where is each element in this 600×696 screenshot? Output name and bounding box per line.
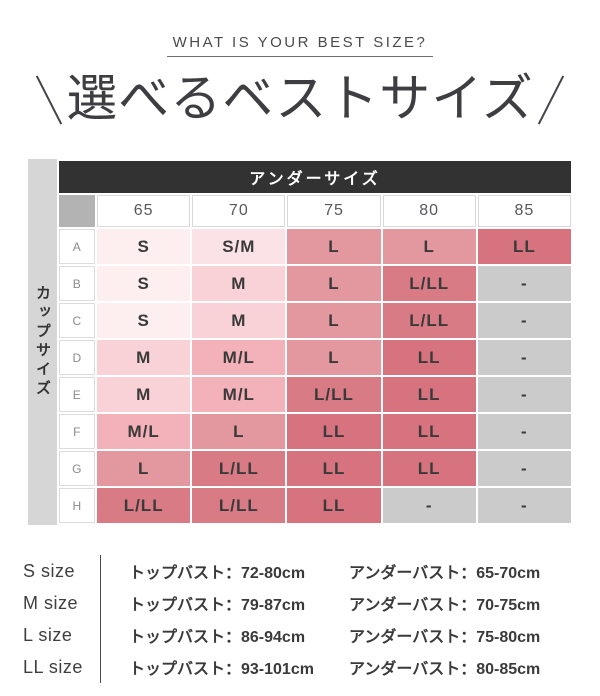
under-size-header-row: アンダーサイズ bbox=[59, 161, 571, 193]
size-cell: - bbox=[477, 303, 571, 338]
legend-row-ll: LL size トップバスト：93-101cm アンダーバスト：80-85cm bbox=[23, 651, 600, 683]
under-size-header: アンダーサイズ bbox=[59, 161, 571, 193]
size-cell: M/L bbox=[192, 377, 286, 412]
legend-top-bust: トップバスト：79-87cm bbox=[129, 597, 306, 614]
size-cell: - bbox=[477, 451, 571, 486]
table-row-h: H L/LL L/LL LL - - bbox=[59, 488, 571, 523]
size-cell: L/LL bbox=[382, 303, 476, 338]
table-row-f: F M/L L LL LL - bbox=[59, 414, 571, 449]
under-size-column-75: 75 bbox=[287, 195, 381, 227]
size-cell: L/LL bbox=[287, 377, 381, 412]
cup-row-label: F bbox=[59, 414, 96, 449]
cup-row-label: C bbox=[59, 303, 96, 338]
cup-size-axis-label: カップサイズ bbox=[34, 285, 51, 399]
legend-size-label: S size bbox=[23, 560, 76, 581]
size-cell: LL bbox=[382, 414, 476, 449]
cup-row-label: H bbox=[59, 488, 96, 523]
cup-row-label: E bbox=[59, 377, 96, 412]
table-row-e: E M M/L L/LL LL - bbox=[59, 377, 571, 412]
cup-row-label: G bbox=[59, 451, 96, 486]
legend-row-m: M size トップバスト：79-87cm アンダーバスト：70-75cm bbox=[23, 587, 600, 619]
size-cell: L bbox=[97, 451, 191, 486]
size-legend: S size トップバスト：72-80cm アンダーバスト：65-70cm M … bbox=[23, 555, 600, 683]
size-cell: - bbox=[477, 414, 571, 449]
size-cell: M/L bbox=[192, 340, 286, 375]
size-cell: LL bbox=[287, 414, 381, 449]
page-title-row: 選べるベストサイズ bbox=[0, 67, 600, 133]
eyebrow-heading-wrap: WHAT IS YOUR BEST SIZE? bbox=[0, 0, 600, 57]
table-row-c: C S M L L/LL - bbox=[59, 303, 571, 338]
eyebrow-heading: WHAT IS YOUR BEST SIZE? bbox=[166, 34, 434, 57]
legend-size-label: L size bbox=[23, 624, 73, 645]
size-cell: - bbox=[477, 377, 571, 412]
legend-size-label: M size bbox=[23, 592, 79, 613]
legend-under-bust: アンダーバスト：75-80cm bbox=[349, 629, 541, 646]
size-cell: LL bbox=[382, 377, 476, 412]
size-cell: M bbox=[192, 266, 286, 301]
page-title: 選べるベストサイズ bbox=[66, 71, 534, 128]
size-cell: LL bbox=[477, 229, 571, 264]
size-cell: L/LL bbox=[97, 488, 191, 523]
legend-detail: トップバスト：79-87cm アンダーバスト：70-75cm bbox=[100, 587, 540, 619]
size-cell: L/LL bbox=[192, 488, 286, 523]
legend-row-l: L size トップバスト：86-94cm アンダーバスト：75-80cm bbox=[23, 619, 600, 651]
legend-detail: トップバスト：72-80cm アンダーバスト：65-70cm bbox=[100, 555, 540, 587]
corner-cell bbox=[59, 195, 96, 227]
size-cell: - bbox=[477, 266, 571, 301]
size-cell: - bbox=[382, 488, 476, 523]
under-size-column-85: 85 bbox=[477, 195, 571, 227]
legend-top-bust: トップバスト：72-80cm bbox=[129, 565, 306, 582]
size-cell: - bbox=[477, 488, 571, 523]
legend-detail: トップバスト：93-101cm アンダーバスト：80-85cm bbox=[100, 651, 540, 683]
table-row-b: B S M L L/LL - bbox=[59, 266, 571, 301]
size-cell: LL bbox=[382, 340, 476, 375]
legend-top-bust: トップバスト：86-94cm bbox=[129, 629, 306, 646]
under-size-column-80: 80 bbox=[382, 195, 476, 227]
legend-row-s: S size トップバスト：72-80cm アンダーバスト：65-70cm bbox=[23, 555, 600, 587]
size-cell: L bbox=[287, 266, 381, 301]
size-cell: - bbox=[477, 340, 571, 375]
size-cell: L/LL bbox=[382, 266, 476, 301]
under-size-column-65: 65 bbox=[97, 195, 191, 227]
under-size-column-70: 70 bbox=[192, 195, 286, 227]
legend-under-bust: アンダーバスト：80-85cm bbox=[349, 661, 541, 678]
size-table: アンダーサイズ 65 70 75 80 85 A S S/M L L LL B … bbox=[57, 159, 573, 525]
size-cell: S/M bbox=[192, 229, 286, 264]
size-cell: LL bbox=[287, 451, 381, 486]
size-cell: L bbox=[287, 229, 381, 264]
size-chart: カップサイズ アンダーサイズ 65 70 75 80 85 A S S/M L bbox=[28, 159, 573, 525]
table-row-g: G L L/LL LL LL - bbox=[59, 451, 571, 486]
size-cell: S bbox=[97, 266, 191, 301]
size-cell: L bbox=[382, 229, 476, 264]
table-row-d: D M M/L L LL - bbox=[59, 340, 571, 375]
cup-size-axis: カップサイズ bbox=[28, 159, 57, 525]
table-row-a: A S S/M L L LL bbox=[59, 229, 571, 264]
legend-top-bust: トップバスト：93-101cm bbox=[129, 661, 314, 678]
size-cell: M bbox=[97, 377, 191, 412]
legend-size-label: LL size bbox=[23, 656, 83, 677]
size-cell: L bbox=[287, 340, 381, 375]
legend-under-bust: アンダーバスト：65-70cm bbox=[349, 565, 541, 582]
size-cell: L/LL bbox=[192, 451, 286, 486]
size-cell: S bbox=[97, 229, 191, 264]
legend-under-bust: アンダーバスト：70-75cm bbox=[349, 597, 541, 614]
size-cell: M/L bbox=[97, 414, 191, 449]
size-cell: M bbox=[192, 303, 286, 338]
right-slash-icon bbox=[537, 75, 564, 125]
left-slash-icon bbox=[36, 75, 63, 125]
legend-detail: トップバスト：86-94cm アンダーバスト：75-80cm bbox=[100, 619, 540, 651]
size-cell: L bbox=[287, 303, 381, 338]
cup-row-label: D bbox=[59, 340, 96, 375]
size-cell: LL bbox=[382, 451, 476, 486]
size-cell: M bbox=[97, 340, 191, 375]
size-cell: LL bbox=[287, 488, 381, 523]
column-header-row: 65 70 75 80 85 bbox=[59, 195, 571, 227]
size-cell: S bbox=[97, 303, 191, 338]
size-cell: L bbox=[192, 414, 286, 449]
cup-row-label: A bbox=[59, 229, 96, 264]
cup-row-label: B bbox=[59, 266, 96, 301]
